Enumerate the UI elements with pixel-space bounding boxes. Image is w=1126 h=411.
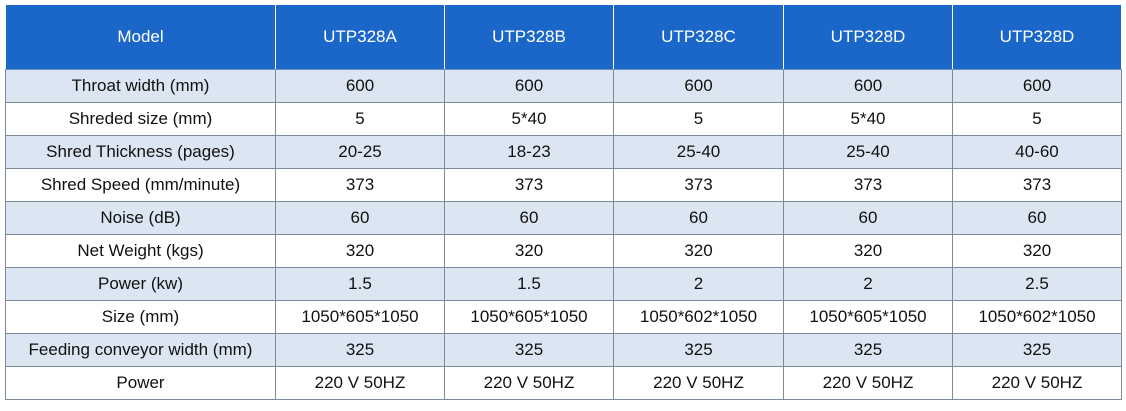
table-cell: 220 V 50HZ	[444, 366, 614, 400]
table-cell: 325	[783, 333, 953, 367]
table-row: Noise (dB) 60 60 60 60 60	[5, 201, 1122, 235]
row-label: Feeding conveyor width (mm)	[5, 333, 276, 367]
table-cell: 600	[444, 69, 614, 103]
table-cell: 325	[275, 333, 445, 367]
table-row: Power 220 V 50HZ 220 V 50HZ 220 V 50HZ 2…	[5, 366, 1122, 400]
table-cell: 1050*602*1050	[952, 300, 1122, 334]
table-cell: 320	[613, 234, 784, 268]
table-cell: 373	[444, 168, 614, 202]
header-cell: UTP328D	[783, 4, 953, 70]
table-cell: 40-60	[952, 135, 1122, 169]
table-cell: 25-40	[783, 135, 953, 169]
header-cell: UTP328D	[952, 4, 1122, 70]
table-cell: 320	[952, 234, 1122, 268]
table-cell: 1.5	[444, 267, 614, 301]
table-cell: 5	[613, 102, 784, 136]
table-cell: 60	[783, 201, 953, 235]
table-cell: 325	[444, 333, 614, 367]
table-cell: 1050*605*1050	[783, 300, 953, 334]
table-cell: 1050*605*1050	[444, 300, 614, 334]
table-cell: 1050*602*1050	[613, 300, 784, 334]
table-cell: 220 V 50HZ	[952, 366, 1122, 400]
table-row: Power (kw) 1.5 1.5 2 2 2.5	[5, 267, 1122, 301]
row-label: Shreded size (mm)	[5, 102, 276, 136]
table-cell: 320	[275, 234, 445, 268]
table-cell: 373	[275, 168, 445, 202]
row-label: Net Weight (kgs)	[5, 234, 276, 268]
table-cell: 600	[783, 69, 953, 103]
table-row: Shred Speed (mm/minute) 373 373 373 373 …	[5, 168, 1122, 202]
row-label: Noise (dB)	[5, 201, 276, 235]
table-cell: 373	[613, 168, 784, 202]
table-cell: 1.5	[275, 267, 445, 301]
row-label: Shred Speed (mm/minute)	[5, 168, 276, 202]
table-cell: 325	[613, 333, 784, 367]
header-cell: UTP328C	[613, 4, 784, 70]
table-row: Feeding conveyor width (mm) 325 325 325 …	[5, 333, 1122, 367]
table-cell: 2	[783, 267, 953, 301]
table-cell: 60	[275, 201, 445, 235]
table-cell: 600	[275, 69, 445, 103]
table-row: Size (mm) 1050*605*1050 1050*605*1050 10…	[5, 300, 1122, 334]
header-cell-model: Model	[5, 4, 276, 70]
table-cell: 220 V 50HZ	[613, 366, 784, 400]
table-cell: 5	[275, 102, 445, 136]
table-row: Shreded size (mm) 5 5*40 5 5*40 5	[5, 102, 1122, 136]
table-cell: 325	[952, 333, 1122, 367]
header-cell: UTP328A	[275, 4, 445, 70]
table-cell: 320	[444, 234, 614, 268]
table-cell: 2	[613, 267, 784, 301]
table-cell: 320	[783, 234, 953, 268]
table-cell: 373	[783, 168, 953, 202]
table-cell: 25-40	[613, 135, 784, 169]
table-cell: 60	[444, 201, 614, 235]
table-cell: 1050*605*1050	[275, 300, 445, 334]
table-cell: 2.5	[952, 267, 1122, 301]
row-label: Power	[5, 366, 276, 400]
row-label: Shred Thickness (pages)	[5, 135, 276, 169]
header-row: Model UTP328A UTP328B UTP328C UTP328D UT…	[5, 4, 1122, 70]
table-cell: 60	[613, 201, 784, 235]
table-cell: 60	[952, 201, 1122, 235]
table-cell: 600	[952, 69, 1122, 103]
table-cell: 20-25	[275, 135, 445, 169]
row-label: Size (mm)	[5, 300, 276, 334]
table-row: Throat width (mm) 600 600 600 600 600	[5, 69, 1122, 103]
table-cell: 18-23	[444, 135, 614, 169]
header-cell: UTP328B	[444, 4, 614, 70]
table-cell: 5	[952, 102, 1122, 136]
spec-table: Model UTP328A UTP328B UTP328C UTP328D UT…	[5, 4, 1122, 400]
row-label: Throat width (mm)	[5, 69, 276, 103]
table-cell: 5*40	[444, 102, 614, 136]
table-cell: 220 V 50HZ	[783, 366, 953, 400]
table-cell: 5*40	[783, 102, 953, 136]
table-cell: 373	[952, 168, 1122, 202]
row-label: Power (kw)	[5, 267, 276, 301]
table-row: Net Weight (kgs) 320 320 320 320 320	[5, 234, 1122, 268]
table-cell: 220 V 50HZ	[275, 366, 445, 400]
table-row: Shred Thickness (pages) 20-25 18-23 25-4…	[5, 135, 1122, 169]
table-cell: 600	[613, 69, 784, 103]
